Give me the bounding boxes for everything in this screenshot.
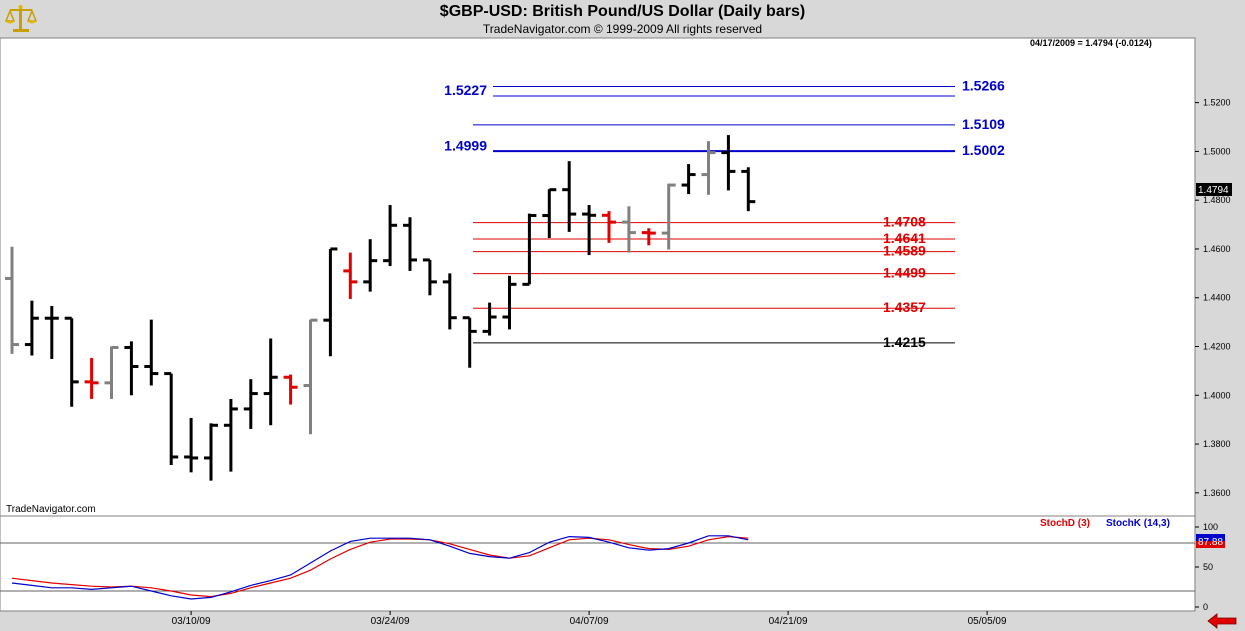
ohlc-bar: [283, 374, 298, 405]
stochastic-lines: 100 50 0: [0, 522, 1218, 612]
ohlc-bar: [204, 423, 218, 481]
watermark: TradeNavigator.com: [6, 504, 96, 515]
price-tick-label: 1.4600: [1203, 244, 1231, 254]
ohlc-bar: [641, 228, 656, 246]
stoch-series-k: [11, 535, 749, 600]
ohlc-bar: [621, 206, 636, 253]
ohlc-bar: [164, 372, 179, 466]
chart-title: $GBP-USD: British Pound/US Dollar (Daily…: [439, 3, 806, 20]
stoch-tick-label: 0: [1203, 602, 1208, 612]
price-tick-label: 1.5200: [1203, 98, 1231, 108]
ohlc-bar: [462, 316, 477, 368]
ohlc-bar: [223, 398, 238, 472]
ohlc-bar: [661, 183, 676, 250]
stoch-tick-label: 50: [1203, 562, 1213, 572]
date-tick-label: 04/21/09: [769, 616, 808, 627]
scales-logo-icon[interactable]: [4, 3, 38, 35]
date-tick-label: 03/10/09: [172, 616, 211, 627]
ohlc-bar: [124, 341, 139, 396]
ohlc-bar: [104, 345, 119, 399]
date-tick-label: 03/24/09: [371, 616, 410, 627]
price-tick-label: 1.4800: [1203, 195, 1231, 205]
price-tick-label: 1.4400: [1203, 293, 1231, 303]
ohlc-bar: [323, 247, 338, 357]
ohlc-bar: [701, 141, 716, 195]
ohlc-bar: [542, 188, 557, 238]
level-label: 1.4999: [444, 138, 487, 154]
ohlc-bar: [602, 211, 616, 243]
ohlc-bar: [502, 275, 517, 330]
last-price-marker: [1196, 183, 1232, 196]
level-label: 1.4499: [883, 265, 926, 281]
level-label: 1.5266: [962, 78, 1005, 94]
ohlc-bar: [303, 318, 318, 435]
price-tick-label: 1.4000: [1203, 390, 1231, 400]
last-price-label: 1.4794: [1198, 185, 1229, 196]
scroll-back-arrow-icon[interactable]: [1207, 613, 1237, 629]
price-tick-label: 1.4200: [1203, 342, 1231, 352]
ohlc-bar: [741, 167, 756, 212]
ohlc-bar: [442, 273, 457, 330]
ohlc-bar: [681, 164, 696, 195]
price-panel: [0, 37, 1196, 517]
price-axis: 1.5200 1.5000 1.4800 1.4600 1.4400 1.4200 1.40…: [1195, 98, 1231, 498]
ohlc-bar: [144, 319, 159, 386]
fib-levels: 1.5266 1.5227 1.5109 1.5002 1.4999 1.47081.46…: [444, 78, 1005, 350]
ohlc-bar: [243, 379, 258, 429]
level-label: 1.5109: [962, 116, 1005, 132]
ohlc-bar: [522, 213, 537, 286]
level-label: 1.4708: [883, 214, 926, 230]
ohlc-bar: [184, 417, 199, 473]
level-label: 1.4215: [883, 334, 926, 350]
ohlc-bars: [5, 135, 756, 481]
level-label: 1.4589: [883, 243, 926, 259]
level-label: 1.5002: [962, 142, 1005, 158]
price-tick-label: 1.5000: [1203, 146, 1231, 156]
price-tick-label: 1.3600: [1203, 488, 1231, 498]
date-tick-label: 04/07/09: [570, 616, 609, 627]
ohlc-bar: [562, 161, 577, 232]
stochd-legend: StochD (3): [1040, 518, 1090, 529]
date-axis: 03/10/09 03/24/09 04/07/09 04/21/09 05/05/09: [172, 611, 1007, 627]
ohlc-bar: [5, 246, 19, 354]
ohlc-bar: [343, 252, 358, 299]
ohlc-bar: [84, 357, 99, 399]
ohlc-bar: [44, 306, 59, 359]
date-tick-label: 05/05/09: [968, 616, 1007, 627]
level-label: 1.4641: [883, 230, 926, 246]
ohlc-bar: [582, 205, 597, 256]
stoch-value-label: 87.88: [1198, 537, 1223, 548]
stoch-tick-label: 100: [1203, 522, 1218, 532]
copyright-subtitle: TradeNavigator.com © 1999-2009 All right…: [482, 22, 763, 36]
ohlc-bar: [24, 300, 39, 356]
ohlc-bar: [721, 135, 736, 191]
ohlc-bar: [383, 205, 398, 267]
quote-line: 04/17/2009 = 1.4794 (-0.0124): [1030, 38, 1152, 48]
ohlc-bar: [482, 302, 497, 336]
ohlc-bar: [363, 239, 378, 292]
ohlc-bar: [403, 217, 417, 271]
stochk-legend: StochK (14,3): [1106, 518, 1170, 529]
level-label: 1.4357: [883, 299, 926, 315]
price-tick-label: 1.3800: [1203, 439, 1231, 449]
ohlc-bar: [422, 258, 437, 296]
ohlc-bar: [263, 338, 278, 426]
chart-header: $GBP-USD: British Pound/US Dollar (Daily…: [0, 0, 1245, 38]
level-label: 1.5227: [444, 82, 487, 98]
ohlc-bar: [64, 316, 79, 407]
